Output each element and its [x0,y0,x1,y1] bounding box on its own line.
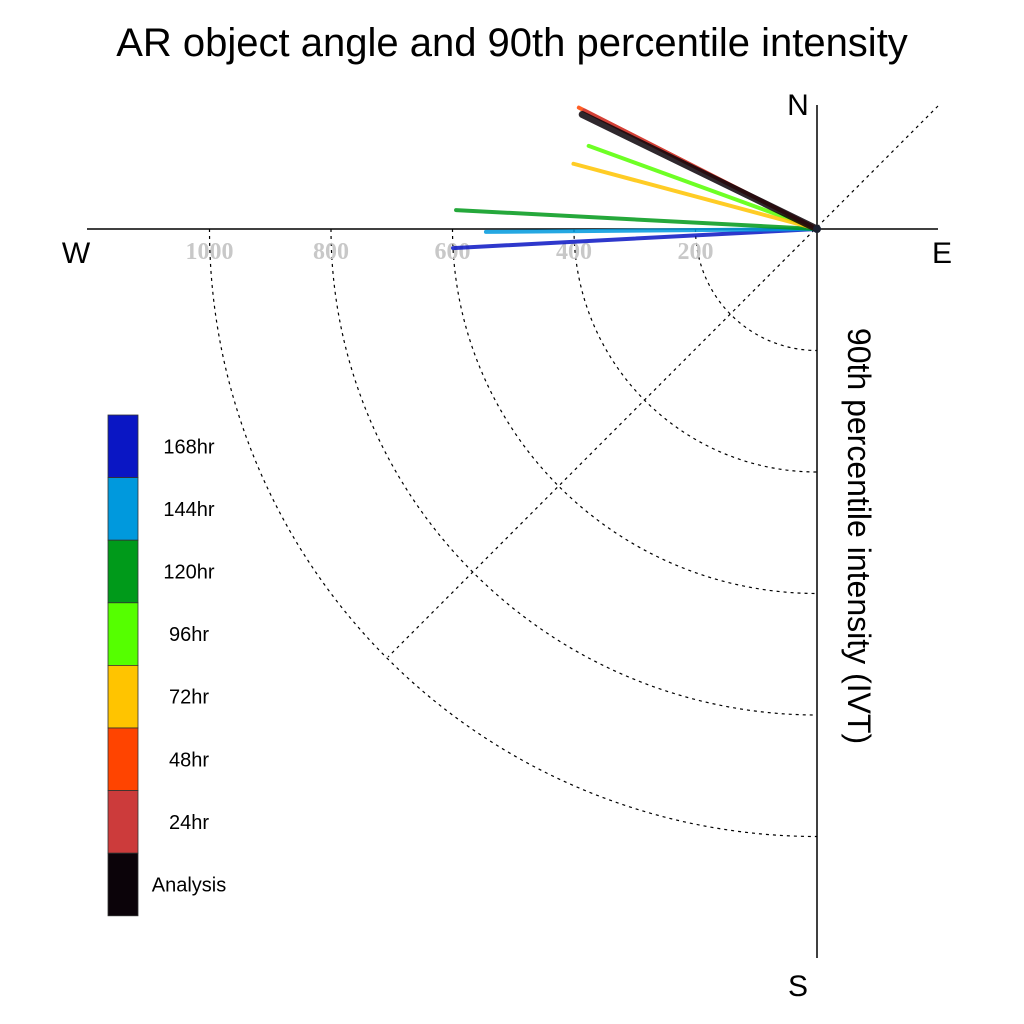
legend-swatch-48hr [107,727,139,791]
east-label: E [932,237,952,270]
legend: 168hr 144hr 120hr 96hr 72hr 48hr 24hr Analysis [107,414,226,917]
series-line-144hr [483,227,819,234]
legend-swatch-120hr [107,539,139,604]
ring-400 [573,228,818,473]
south-label: S [788,970,808,1003]
series-line-168hr [450,227,819,251]
legend-swatch-analysis [107,852,139,917]
north-label: N [787,89,809,122]
legend-label-analysis: Analysis [152,875,226,897]
legend-label-48hr: 48hr [169,749,209,771]
ring-800 [330,228,818,716]
ring-600 [451,228,818,595]
legend-label-24hr: 24hr [169,812,209,834]
chart-title: AR object angle and 90th percentile inte… [116,21,908,65]
tick-label-200: 200 [678,239,714,265]
origin-point [813,225,821,233]
series-line-analysis [578,110,821,233]
tick-label-600: 600 [435,239,471,265]
tick-label-800: 800 [313,239,349,265]
ring-200 [694,228,818,352]
legend-label-120hr: 120hr [163,562,214,584]
tick-label-1000: 1000 [186,239,234,265]
series-line-72hr [571,161,819,231]
radial-axis-label: 90th percentile intensity (IVT) [841,328,877,744]
series-lines [450,105,821,251]
legend-label-96hr: 96hr [169,624,209,646]
radial-rings [208,228,818,838]
legend-swatch-144hr [107,477,139,541]
legend-label-72hr: 72hr [169,687,209,709]
series-line-120hr [454,208,819,231]
legend-swatch-168hr [107,414,139,478]
west-label: W [62,237,91,270]
ring-1000 [208,228,818,838]
legend-swatch-24hr [107,790,139,854]
legend-label-144hr: 144hr [163,499,214,521]
legend-swatch-72hr [107,665,139,729]
legend-label-168hr: 168hr [163,436,214,458]
series-line-96hr [586,143,819,231]
legend-swatch-96hr [107,602,139,666]
